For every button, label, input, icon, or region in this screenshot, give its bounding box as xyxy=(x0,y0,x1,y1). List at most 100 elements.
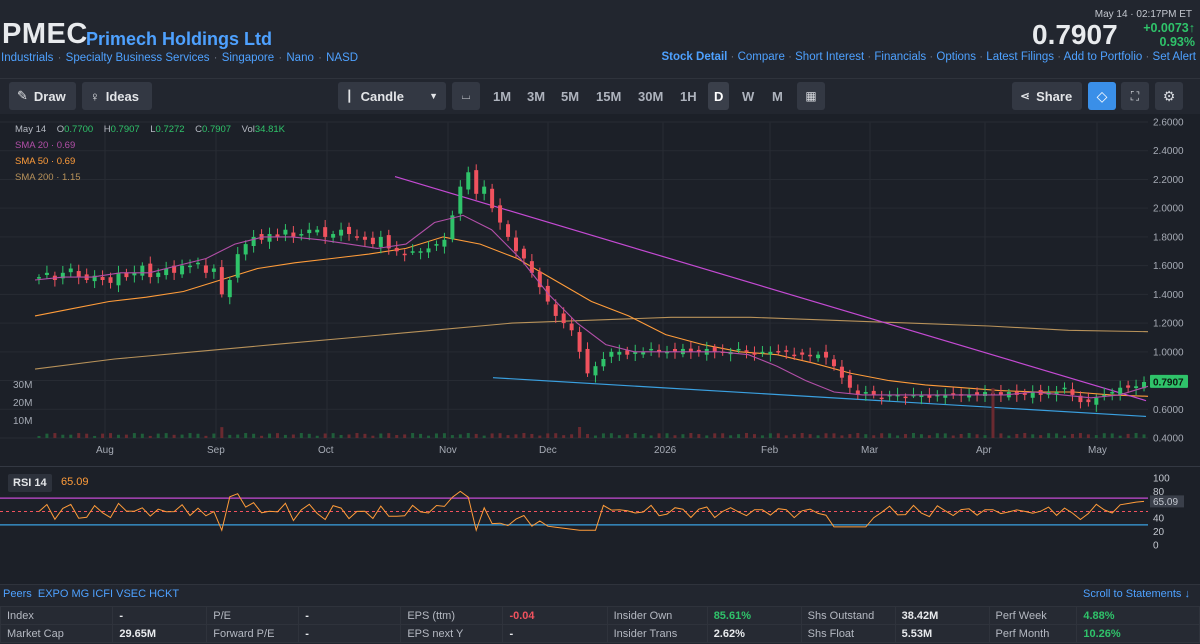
nav-add-to-portfolio[interactable]: Add to Portfolio xyxy=(1063,51,1143,63)
candle-body xyxy=(418,251,423,253)
nav-set-alert[interactable]: Set Alert xyxy=(1152,51,1196,63)
volume-bar xyxy=(689,433,693,438)
volume-bar xyxy=(1023,433,1027,438)
volume-bar xyxy=(355,433,359,438)
candle-body xyxy=(315,229,320,233)
x-tick-label: Nov xyxy=(439,445,457,456)
volume-bar xyxy=(61,434,65,438)
candle-body xyxy=(943,394,948,398)
candle-body xyxy=(975,392,980,395)
volume-bar xyxy=(816,435,820,438)
table-row: Index - P/E - EPS (ttm) -0.04 Insider Own 85.61… xyxy=(0,606,1200,625)
scroll-to-statements-link[interactable]: Scroll to Statements ↓ xyxy=(1083,588,1190,600)
y-tick-label: 2.4000 xyxy=(1153,146,1184,157)
tf-m[interactable]: M xyxy=(772,88,783,104)
last-price-tag xyxy=(1150,374,1188,388)
candle-body xyxy=(855,390,860,395)
volume-bar xyxy=(967,433,971,438)
nav-stock-detail[interactable]: Stock Detail xyxy=(661,51,728,63)
candle-body xyxy=(1078,395,1083,403)
candle-body xyxy=(76,271,81,278)
volume-bar xyxy=(975,434,979,438)
rsi-tick-label: 40 xyxy=(1153,514,1165,525)
crumb-cap[interactable]: Nano xyxy=(286,52,314,64)
nav-latest-filings[interactable]: Latest Filings xyxy=(986,51,1055,63)
candle-body xyxy=(108,277,113,283)
volume-bar xyxy=(196,433,200,438)
peers-list[interactable]: EXPO MG ICFI VSEC HCKT xyxy=(37,588,180,600)
draw-button[interactable]: ✎ Draw xyxy=(9,82,76,110)
nav-short-interest[interactable]: Short Interest xyxy=(795,51,865,63)
candle-body xyxy=(227,280,232,298)
crumb-industry[interactable]: Specialty Business Services xyxy=(65,52,210,64)
nav-options[interactable]: Options xyxy=(936,51,977,63)
ideas-gem-button[interactable]: ◇ xyxy=(1088,82,1116,110)
candle-body xyxy=(164,268,169,276)
volume-bar xyxy=(395,434,399,438)
sma50-value: 0.69 xyxy=(56,156,76,167)
ideas-label: Ideas xyxy=(105,88,139,104)
ideas-button[interactable]: ♀ Ideas xyxy=(82,82,152,110)
y-tick-label: 1.8000 xyxy=(1153,232,1184,243)
share-button[interactable]: ⋖ Share xyxy=(1012,82,1082,110)
interval-toggle-button[interactable]: ⌴ xyxy=(452,82,480,110)
candle-body xyxy=(307,229,312,234)
x-tick-label: Sep xyxy=(207,445,225,456)
price-chart[interactable]: 2.6000 2.4000 2.2000 2.0000 1.8000 1.6000 1.40… xyxy=(0,114,1200,584)
candle-body xyxy=(203,265,208,273)
volume-bar xyxy=(752,434,756,438)
tf-1m[interactable]: 1M xyxy=(493,88,512,104)
candle-body xyxy=(1126,385,1131,388)
candle-body xyxy=(378,236,383,247)
volume-bar xyxy=(927,435,931,438)
candle-body xyxy=(593,366,598,376)
crumb-exchange[interactable]: NASD xyxy=(326,52,359,64)
candle-body xyxy=(513,237,518,252)
volume-bar xyxy=(681,434,685,438)
fundamentals-table: Index - P/E - EPS (ttm) -0.04 Insider Own 85.61… xyxy=(0,606,1200,643)
sma20-legend[interactable]: SMA 20 · 0.69 xyxy=(15,140,76,151)
candle-body xyxy=(927,394,932,398)
chart-type-select[interactable]: ┃ Candle ▼ xyxy=(338,82,446,110)
tf-30m[interactable]: 30M xyxy=(638,88,664,104)
company-name-link[interactable]: Primech Holdings Ltd xyxy=(86,29,273,49)
candle-body xyxy=(180,265,185,275)
sma200-legend[interactable]: SMA 200 · 1.15 xyxy=(15,172,81,183)
volume-bar xyxy=(538,435,542,438)
volume-bar xyxy=(93,435,97,438)
nav-compare[interactable]: Compare xyxy=(737,51,785,63)
crumb-country[interactable]: Singapore xyxy=(221,52,275,64)
tf-3m[interactable]: 3M xyxy=(527,88,546,104)
sma20-label: SMA 20 xyxy=(15,140,49,151)
tf-1h[interactable]: 1H xyxy=(680,88,697,104)
fundamental-label: Insider Own xyxy=(606,606,708,625)
calendar-button[interactable]: ▦ xyxy=(797,82,825,110)
volume-bar xyxy=(363,433,367,438)
peers-label[interactable]: Peers xyxy=(3,588,32,600)
sma50-legend[interactable]: SMA 50 · 0.69 xyxy=(15,156,76,167)
close-label: C xyxy=(195,124,203,135)
change-percent: 0.93% xyxy=(1159,35,1195,49)
volume-bar xyxy=(872,435,876,438)
tf-w[interactable]: W xyxy=(742,88,755,104)
volume-bar xyxy=(347,434,351,438)
fundamental-label: Shs Float xyxy=(800,624,896,643)
volume-bar xyxy=(101,433,105,438)
tf-5m[interactable]: 5M xyxy=(561,88,580,104)
settings-button[interactable]: ⚙ xyxy=(1155,82,1183,110)
tf-d[interactable]: D xyxy=(708,82,730,110)
crumb-sector[interactable]: Industrials xyxy=(1,52,54,64)
volume-bar xyxy=(268,433,272,438)
volume-bar xyxy=(617,435,621,438)
candle-body xyxy=(784,350,789,352)
rsi-indicator-label[interactable]: RSI 14 xyxy=(8,474,52,492)
volume-bar xyxy=(427,435,431,438)
tf-15m[interactable]: 15M xyxy=(596,88,622,104)
fundamental-label: Index xyxy=(0,606,114,625)
volume-bar xyxy=(331,433,335,438)
nav-financials[interactable]: Financials xyxy=(874,51,927,63)
candle-body xyxy=(633,351,638,354)
fullscreen-button[interactable]: ⛶ xyxy=(1121,82,1149,110)
candle-body xyxy=(466,172,471,190)
volume-bar xyxy=(578,427,582,438)
